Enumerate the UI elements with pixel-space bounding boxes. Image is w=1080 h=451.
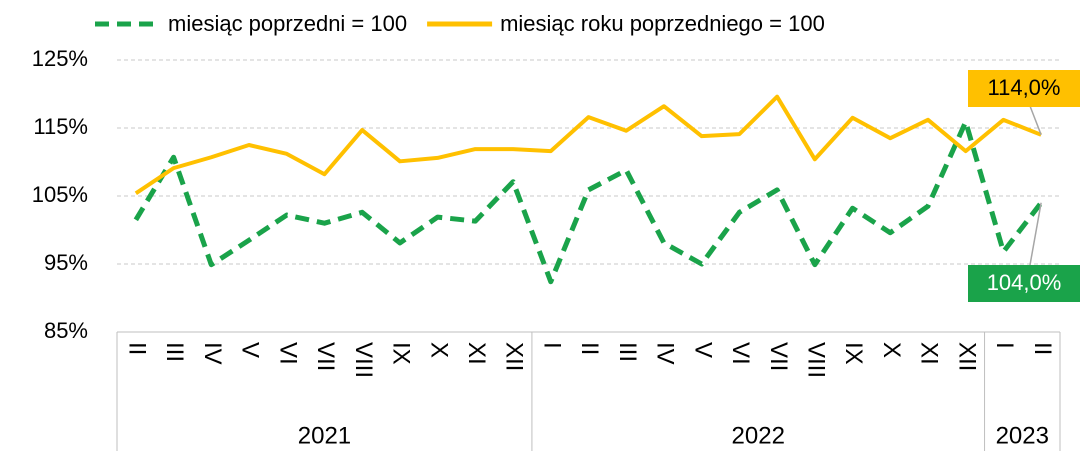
x-tick-label: XI xyxy=(463,342,490,365)
x-tick-label: I xyxy=(991,342,1018,349)
x-tick-label: VIII xyxy=(350,342,377,378)
series-line xyxy=(133,119,1044,285)
group-label: 2023 xyxy=(996,422,1049,449)
group-label: 2021 xyxy=(298,422,351,449)
y-tick-label: 105% xyxy=(32,182,88,207)
legend-label: miesiąc poprzedni = 100 xyxy=(168,11,407,36)
x-tick-label: XII xyxy=(953,342,980,371)
x-tick-label: VIII xyxy=(802,342,829,378)
x-tick-label: V xyxy=(237,342,264,358)
x-tick-label: VII xyxy=(312,342,339,371)
x-tick-label: IX xyxy=(840,342,867,365)
data-label: 114,0% xyxy=(988,75,1061,100)
x-tick-label: IV xyxy=(199,342,226,365)
label-box xyxy=(968,265,1080,302)
x-tick-label: II xyxy=(576,342,603,355)
y-tick-label: 115% xyxy=(33,114,88,139)
x-tick-label: II xyxy=(1029,342,1056,355)
x-tick-label: IX xyxy=(388,342,415,365)
x-tick-label: IV xyxy=(652,342,679,365)
series-line xyxy=(134,94,1042,195)
x-tick-label: VI xyxy=(274,342,301,365)
x-tick-label: X xyxy=(878,342,905,358)
x-tick-label: X xyxy=(425,342,452,358)
x-tick-label: XI xyxy=(916,342,943,365)
leader-line xyxy=(1029,105,1042,136)
data-label: 104,0% xyxy=(987,270,1062,295)
leader-line xyxy=(1029,202,1042,266)
legend-label: miesiąc roku poprzedniego = 100 xyxy=(500,11,825,36)
x-tick-label: VI xyxy=(727,342,754,365)
x-tick-label: V xyxy=(689,342,716,358)
label-box xyxy=(968,70,1080,107)
x-tick-label: II xyxy=(124,342,151,355)
y-tick-label: 125% xyxy=(32,46,88,71)
y-tick-label: 85% xyxy=(44,318,88,343)
x-tick-label: VII xyxy=(765,342,792,371)
x-tick-label: XII xyxy=(501,342,528,371)
x-tick-label: III xyxy=(161,342,188,362)
group-label: 2022 xyxy=(732,422,785,449)
y-tick-label: 95% xyxy=(44,250,88,275)
x-tick-label: I xyxy=(538,342,565,349)
x-tick-label: III xyxy=(614,342,641,362)
